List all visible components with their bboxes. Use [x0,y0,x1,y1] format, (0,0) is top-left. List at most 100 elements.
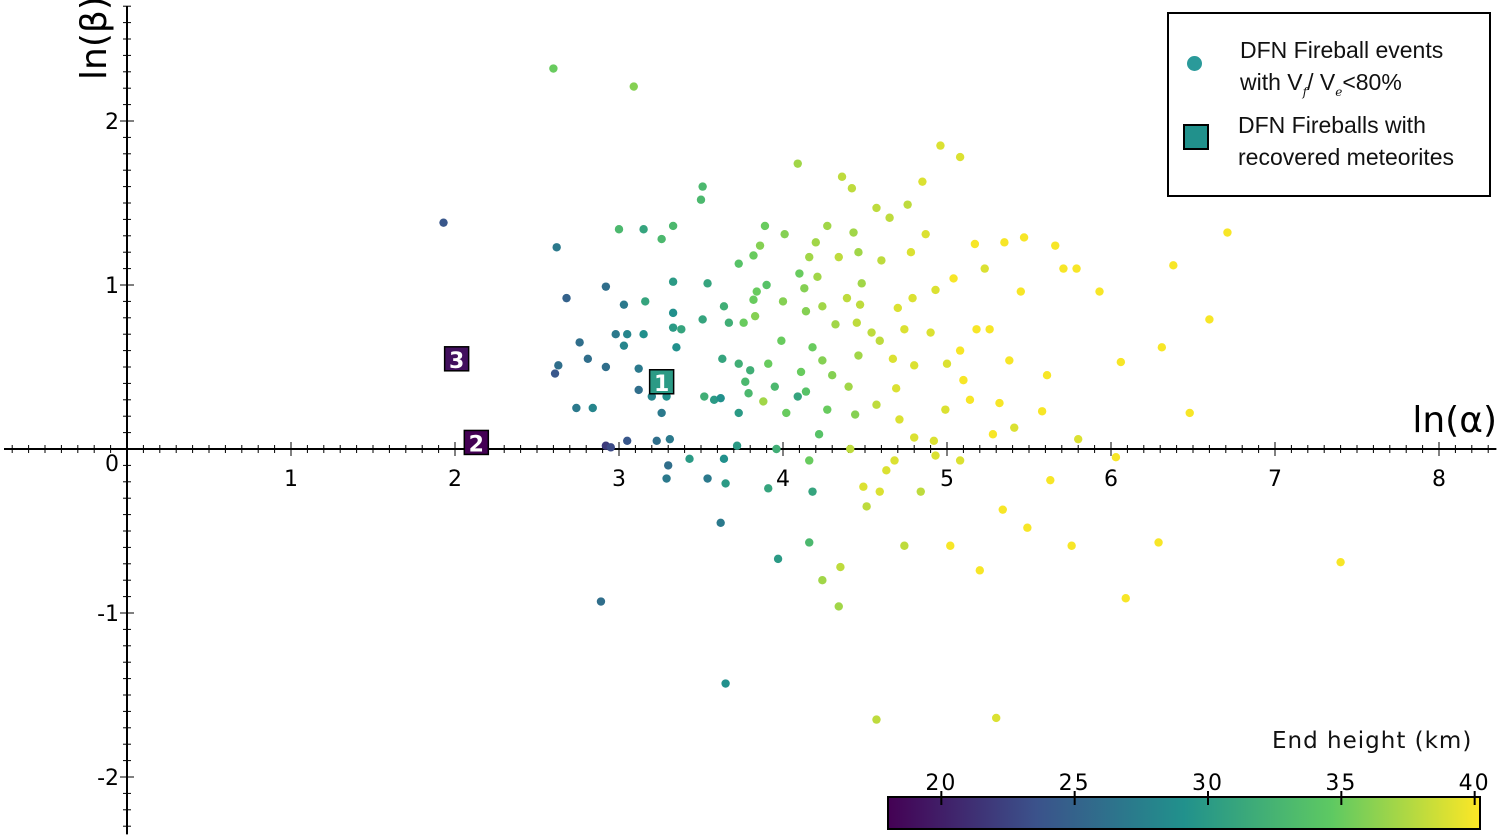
colorbar-tick-label: 20 [925,771,957,796]
fireball-event-point [811,238,820,247]
recovered-meteorite-marker: 2 [463,429,490,457]
x-tick-label: 8 [1432,467,1446,492]
fireball-event-point [668,221,678,231]
colorbar-tick-label: 35 [1325,771,1357,796]
fireball-event-point [1059,264,1068,273]
fireball-event-point [619,300,629,309]
fireball-event-point [1336,557,1345,567]
fireball-event-point [744,389,753,398]
legend-circle-marker [1187,56,1202,71]
fireball-event-point [782,408,791,418]
fireball-event-point [724,318,734,327]
fireball-event-point [970,239,980,249]
fireball-event-point [793,392,802,401]
fireball-event-point [877,256,886,265]
fireball-event-point [1154,538,1163,547]
fireball-event-point [995,398,1004,408]
fireball-event-point [672,343,681,352]
fireball-event-point [773,554,783,564]
fireball-event-point [813,272,822,281]
y-tick-label: 2 [105,110,119,135]
fireball-event-point [1116,357,1126,367]
fireball-event-point [805,456,814,465]
legend-recovered-line2: recovered meteorites [1238,144,1455,170]
fireball-event-point [1042,371,1052,380]
fireball-event-point [926,328,935,337]
points: 1 2 3 [439,64,1345,724]
fireball-event-point [959,375,968,385]
fireball-event-point [872,203,881,213]
fireball-event-point [668,323,678,332]
fireball-event-point [1010,423,1019,432]
fireball-event-point [703,279,712,288]
fireball-event-point [596,597,606,606]
recovered-meteorite-label: 1 [654,372,669,397]
legend-square-marker [1183,124,1209,150]
fireball-event-point [872,400,881,409]
fireball-event-point [777,336,786,345]
fireball-event-point [834,252,843,262]
fireball-event-point [716,518,725,527]
fireball-event-point [1223,228,1232,237]
fireball-event-point [846,444,855,454]
x-tick-label: 4 [776,467,790,492]
fireball-event-point [750,311,760,321]
fireball-event-point [921,229,930,239]
fireball-event-point [677,325,686,334]
fireball-event-point [801,307,811,316]
fireball-event-point [634,364,643,373]
fireball-event-point [1023,523,1032,532]
y-tick-label: -1 [97,602,119,627]
fireball-event-point [818,356,827,365]
fireball-event-point [641,297,650,306]
fireball-event-point [1072,264,1081,273]
fireball-event-point [1046,475,1055,485]
colorbar: 20 25 30 35 40 [887,771,1489,830]
fireball-event-point [834,602,843,611]
fireball-event-point [698,315,707,324]
fireball-event-point [575,338,584,347]
fireball-event-point [837,172,847,181]
fireball-event-point [818,302,827,311]
fireball-event-point [942,359,952,368]
fireball-event-point [721,679,730,688]
fireball-event-point [1185,408,1194,418]
fireball-event-point [1111,453,1121,462]
fireball-event-point [770,382,779,391]
fireball-event-point [918,177,927,186]
fireball-event-point [778,297,788,306]
colorbar-tick-label: 30 [1192,771,1224,796]
fireball-event-point [828,371,837,380]
fireball-event-point [759,397,768,406]
fireball-event-point [629,82,638,91]
legend-recovered-label: DFN Fireballs with recovered meteorites [1238,109,1454,173]
fireball-event-point [439,218,448,227]
fireball-event-point [721,479,730,488]
x-tick-label: 3 [612,467,626,492]
fireball-event-point [1169,261,1178,270]
fireball-event-point [639,330,648,339]
fireball-event-point [1067,541,1076,550]
fireball-event-point [716,393,725,403]
fireball-event-point [709,395,719,404]
fireball-event-point [823,405,832,414]
fireball-event-point [931,285,940,295]
fireball-event-point [847,184,857,193]
x-tick-label: 5 [940,467,954,492]
fireball-event-point [831,320,840,329]
fireball-event-point [800,284,809,293]
fireball-event-point [772,444,781,454]
fireball-event-point [741,377,750,386]
fireball-event-point [805,252,814,262]
colorbar-gradient [887,796,1481,830]
fireball-event-point [955,152,965,162]
axes: 1 2 3 4 5 6 7 8 -2 -1 0 1 2 [4,5,1497,835]
fireball-event-point [749,295,758,304]
fireball-event-point [657,408,666,418]
fireball-event-point [867,328,876,337]
fireball-event-point [941,405,950,414]
fireball-event-point [910,361,919,370]
fireball-event-point [929,436,939,445]
fireball-event-point [554,361,563,370]
fireball-event-point [980,264,989,273]
